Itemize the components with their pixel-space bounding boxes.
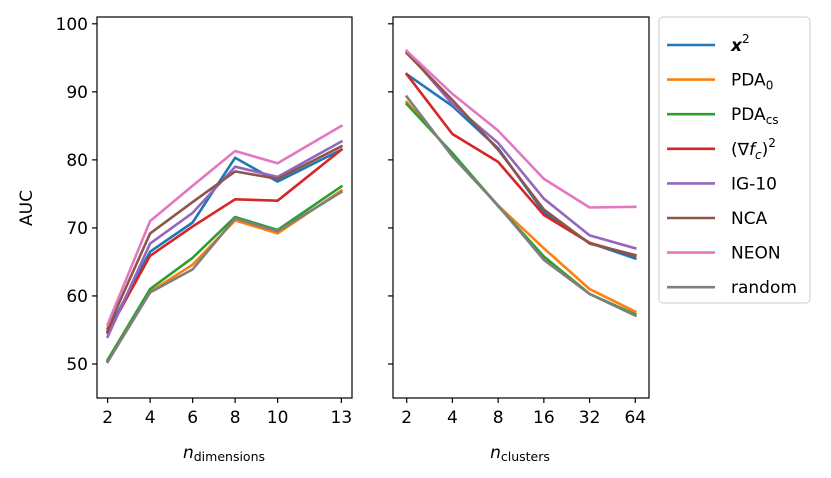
x-tick-label: 32 xyxy=(579,408,601,428)
legend-label-part: NEON xyxy=(731,244,781,264)
right-x-axis-label-subscript: clusters xyxy=(501,449,550,464)
x-tick-label: 64 xyxy=(624,408,646,428)
right-series-line-8 xyxy=(404,94,638,318)
panel-dimensions: 50 60 70 80 90 100 2 4 6 8 10 13 AUC ndimensions xyxy=(17,15,353,464)
legend-label-part: f xyxy=(749,140,758,160)
right-y-ticks xyxy=(388,23,393,365)
x-tick-label: 10 xyxy=(267,408,289,428)
left-series-line-3 xyxy=(105,184,344,362)
y-tick-label: 80 xyxy=(66,151,88,171)
left-axes-frame xyxy=(96,16,353,399)
x-tick-label: 8 xyxy=(493,408,504,428)
legend-label-part: PDA xyxy=(731,71,766,91)
left-x-axis-label: ndimensions xyxy=(183,443,265,464)
right-x-axis-label: nclusters xyxy=(490,443,550,464)
x-tick-label: 6 xyxy=(187,408,198,428)
legend-label-part: 0 xyxy=(766,79,774,93)
right-series-line-3 xyxy=(404,102,638,317)
legend-label: random xyxy=(731,278,797,298)
legend-label-part: 2 xyxy=(768,136,776,150)
legend-label-part: IG-10 xyxy=(731,174,777,194)
legend-label: PDA0 xyxy=(731,71,773,93)
x-tick-label: 4 xyxy=(447,408,458,428)
legend-label-part: x xyxy=(730,36,743,56)
legend-label: NEON xyxy=(731,244,781,264)
x-tick-label: 13 xyxy=(331,408,353,428)
legend-label-part: NCA xyxy=(731,209,768,229)
left-series-line-8 xyxy=(105,190,344,364)
y-tick-label: 60 xyxy=(66,287,88,307)
legend-label: x2 xyxy=(730,32,750,56)
legend-label-part: random xyxy=(731,278,797,298)
x-tick-label: 4 xyxy=(145,408,156,428)
legend-label-part: PDA xyxy=(731,105,766,125)
legend-label-part: cs xyxy=(766,113,779,127)
left-series-line-4 xyxy=(105,147,344,335)
right-series-line-7 xyxy=(404,49,637,209)
legend-label: IG-10 xyxy=(731,174,777,194)
right-series-lines xyxy=(404,49,638,318)
y-axis-label: AUC xyxy=(17,190,37,226)
left-x-axis-label-subscript: dimensions xyxy=(194,449,265,464)
legend-label-part: 2 xyxy=(742,32,750,46)
y-tick-label: 100 xyxy=(56,15,88,35)
x-tick-label: 8 xyxy=(230,408,241,428)
legend-label-part: ) xyxy=(762,140,769,160)
x-tick-label: 2 xyxy=(401,408,412,428)
right-axes-frame xyxy=(392,16,650,399)
panel-clusters: 2 4 8 16 32 64 nclusters xyxy=(388,16,650,464)
left-series-lines xyxy=(105,124,344,364)
left-series-line-7 xyxy=(105,124,344,327)
right-series-line-5 xyxy=(404,49,637,250)
left-x-ticks: 2 4 6 8 10 13 xyxy=(102,398,352,428)
left-x-axis-label-main: n xyxy=(183,443,194,463)
legend-label-part: c xyxy=(755,148,762,162)
left-series-line-5 xyxy=(105,139,344,339)
left-y-ticks: 50 60 70 80 90 100 xyxy=(56,15,97,375)
legend-label: PDAcs xyxy=(731,105,779,127)
left-series-line-6 xyxy=(105,144,344,331)
y-tick-label: 50 xyxy=(66,355,88,375)
legend-frame xyxy=(658,16,811,304)
right-series-line-6 xyxy=(404,51,637,257)
legend-label-part: (∇ xyxy=(731,140,750,160)
legend-label: NCA xyxy=(731,209,768,229)
x-tick-label: 2 xyxy=(102,408,113,428)
left-series-line-2 xyxy=(105,188,344,364)
y-tick-label: 90 xyxy=(66,83,88,103)
right-x-ticks: 2 4 8 16 32 64 xyxy=(401,398,646,428)
x-tick-label: 16 xyxy=(533,408,555,428)
legend-label: (∇fc)2 xyxy=(731,136,776,162)
y-tick-label: 70 xyxy=(66,219,88,239)
right-x-axis-label-main: n xyxy=(490,443,501,463)
